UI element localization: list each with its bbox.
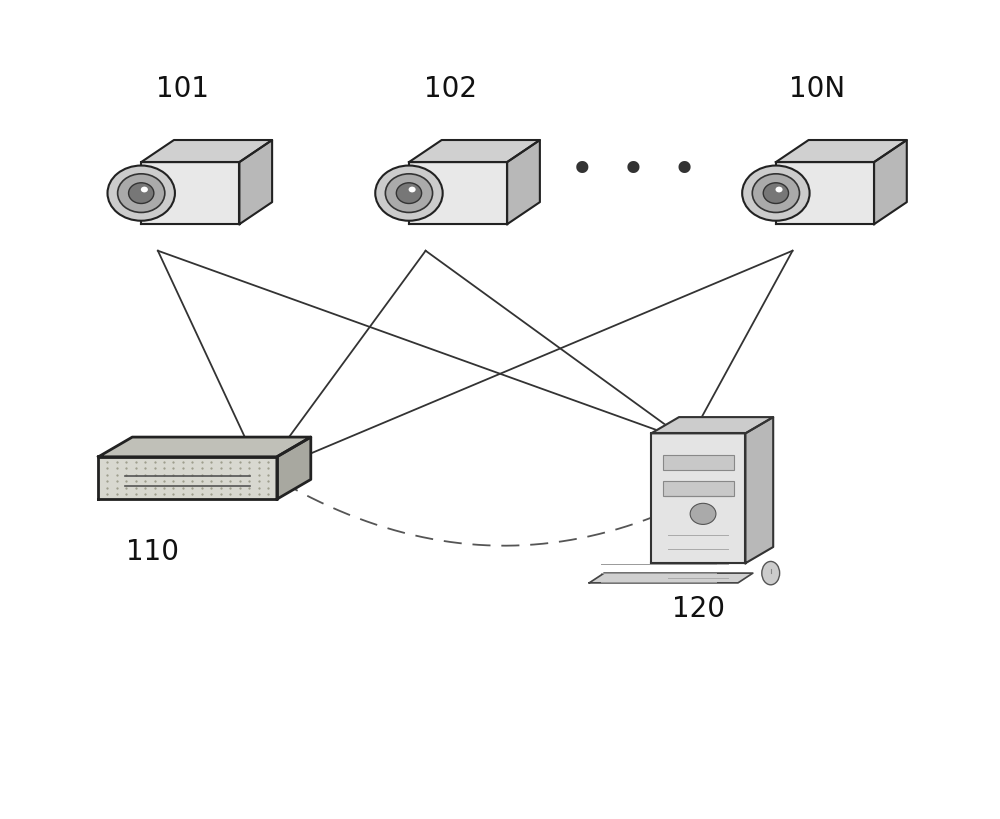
Circle shape [375, 166, 443, 221]
FancyBboxPatch shape [663, 482, 734, 496]
Circle shape [118, 174, 165, 213]
Polygon shape [409, 141, 540, 163]
Polygon shape [874, 141, 907, 225]
Polygon shape [589, 573, 753, 583]
FancyBboxPatch shape [663, 456, 734, 470]
Polygon shape [776, 163, 874, 225]
Circle shape [396, 183, 422, 204]
Text: •  •  •: • • • [570, 149, 697, 192]
Circle shape [742, 166, 810, 221]
Polygon shape [239, 141, 272, 225]
Text: 10N: 10N [789, 75, 845, 103]
Circle shape [409, 188, 416, 193]
Polygon shape [776, 141, 907, 163]
Text: 101: 101 [156, 75, 209, 103]
Polygon shape [651, 434, 745, 563]
Polygon shape [98, 437, 311, 457]
Polygon shape [141, 163, 239, 225]
Polygon shape [651, 418, 773, 434]
Polygon shape [507, 141, 540, 225]
Text: 120: 120 [672, 594, 725, 622]
Circle shape [385, 174, 433, 213]
Polygon shape [277, 437, 311, 500]
Circle shape [776, 188, 783, 193]
Circle shape [763, 183, 789, 204]
Polygon shape [409, 163, 507, 225]
Polygon shape [98, 457, 277, 500]
Circle shape [141, 188, 148, 193]
Text: 102: 102 [424, 75, 477, 103]
Ellipse shape [762, 562, 780, 585]
Circle shape [107, 166, 175, 221]
Polygon shape [745, 418, 773, 563]
Circle shape [752, 174, 799, 213]
Circle shape [129, 183, 154, 204]
Circle shape [690, 504, 716, 525]
Text: 110: 110 [126, 537, 179, 565]
Polygon shape [141, 141, 272, 163]
